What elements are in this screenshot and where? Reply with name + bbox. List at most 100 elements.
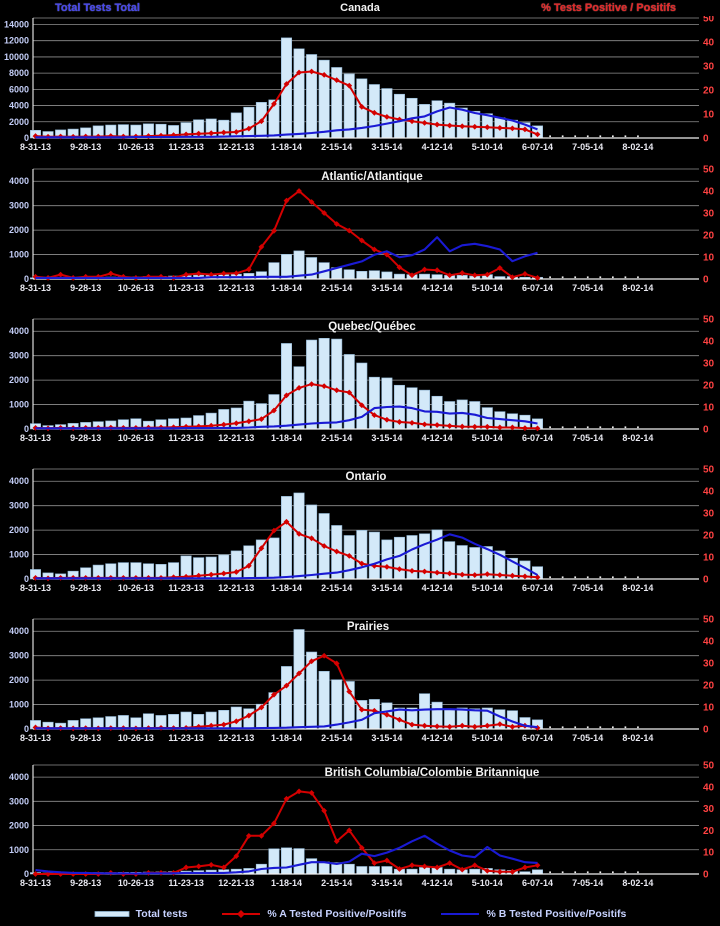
x-axis-tick: 2-15-14 bbox=[321, 583, 352, 593]
left-axis-tick: 8000 bbox=[9, 68, 29, 78]
left-axis-tick: 4000 bbox=[9, 626, 29, 636]
bar bbox=[280, 254, 292, 280]
bar bbox=[280, 847, 292, 875]
bar bbox=[431, 274, 443, 280]
bar bbox=[368, 376, 380, 430]
left-axis-tick: 6000 bbox=[9, 84, 29, 94]
diamond-marker bbox=[471, 862, 478, 869]
x-axis-tick: 10-26-13 bbox=[118, 142, 154, 152]
diamond-marker bbox=[384, 416, 390, 423]
diamond-marker bbox=[321, 652, 328, 659]
pct-b-line bbox=[35, 708, 538, 730]
x-axis-tick: 9-28-13 bbox=[70, 583, 101, 593]
diamond-marker bbox=[371, 860, 378, 866]
axis-week-ticks bbox=[549, 726, 639, 729]
right-axis-tick: 0 bbox=[703, 575, 709, 586]
diamond-marker bbox=[484, 124, 491, 131]
legend-item-pct-b: % B Tested Positive/Positifs bbox=[440, 908, 626, 920]
left-axis-tick: 10000 bbox=[4, 52, 29, 62]
diamond-marker bbox=[471, 423, 478, 430]
diamond-marker bbox=[333, 77, 340, 84]
total-tests-bars bbox=[29, 37, 543, 139]
bar bbox=[268, 537, 280, 580]
diamond-marker bbox=[45, 871, 51, 877]
diamond-marker bbox=[496, 125, 503, 131]
diamond-marker bbox=[459, 123, 466, 130]
pct-a-markers bbox=[32, 188, 541, 281]
bar bbox=[431, 100, 443, 139]
diamond-marker bbox=[384, 113, 390, 120]
bar bbox=[406, 868, 418, 875]
diamond-marker bbox=[183, 131, 189, 138]
x-axis-tick: 8-31-13 bbox=[20, 433, 51, 443]
bar bbox=[293, 48, 305, 139]
diamond-marker bbox=[107, 270, 114, 277]
x-axis-tick: 10-26-13 bbox=[118, 733, 154, 743]
left-axis-tick: 2000 bbox=[9, 525, 29, 535]
diamond-marker bbox=[522, 126, 528, 133]
diamond-marker bbox=[195, 723, 202, 730]
right-axis-tick: 20 bbox=[703, 381, 715, 392]
diamond-marker bbox=[258, 832, 265, 839]
diamond-marker bbox=[446, 272, 453, 279]
diamond-marker bbox=[446, 723, 453, 730]
left-axis-tick: 1000 bbox=[9, 250, 29, 260]
diamond-marker bbox=[220, 421, 227, 428]
bar bbox=[356, 362, 368, 430]
diamond-marker bbox=[534, 725, 541, 731]
diamond-marker bbox=[358, 402, 365, 409]
x-axis-tick: 5-10-14 bbox=[472, 433, 503, 443]
left-axis-tick: 3000 bbox=[9, 201, 29, 211]
diamond-marker bbox=[471, 272, 478, 279]
bar bbox=[280, 343, 292, 430]
gridlines bbox=[33, 168, 699, 255]
diamond-marker bbox=[358, 844, 365, 851]
diamond-marker bbox=[70, 871, 77, 877]
right-axis-tick-labels: 0 10 20 30 40 50 bbox=[703, 465, 715, 586]
panel-canada: 0 2000 4000 6000 8000 10000 12000 14000 0 10 20 30 4… bbox=[0, 16, 720, 157]
x-axis-tick: 12-21-13 bbox=[218, 733, 254, 743]
right-axis-tick: 50 bbox=[703, 615, 715, 626]
x-axis-tick: 5-10-14 bbox=[472, 733, 503, 743]
left-axis-tick: 1000 bbox=[9, 700, 29, 710]
diamond-marker bbox=[32, 273, 39, 280]
bar bbox=[306, 504, 318, 580]
x-axis-tick: 4-12-14 bbox=[422, 583, 453, 593]
diamond-marker bbox=[384, 857, 390, 864]
x-axis-tick: 8-02-14 bbox=[622, 733, 653, 743]
diamond-marker bbox=[496, 721, 503, 728]
right-axis-tick: 50 bbox=[703, 165, 715, 176]
diamond-marker bbox=[371, 246, 378, 253]
diamond-marker bbox=[233, 569, 240, 575]
x-axis-tick: 8-31-13 bbox=[20, 733, 51, 743]
bar bbox=[343, 269, 355, 280]
x-axis-tick: 11-23-13 bbox=[168, 142, 204, 152]
left-axis-tick: 12000 bbox=[4, 36, 29, 46]
left-axis-tick: 0 bbox=[24, 133, 29, 143]
bar bbox=[331, 338, 343, 430]
diamond-marker bbox=[409, 721, 415, 728]
bar bbox=[230, 706, 242, 730]
x-axis-tick: 10-26-13 bbox=[118, 878, 154, 888]
diamond-marker bbox=[321, 543, 328, 549]
left-axis-tick-labels: 0 1000 2000 3000 4000 bbox=[9, 476, 29, 584]
right-axis-tick: 30 bbox=[703, 62, 715, 73]
diamond-marker bbox=[271, 820, 277, 827]
legend-label-total-tests: Total tests bbox=[135, 908, 188, 920]
diamond-marker bbox=[484, 423, 491, 430]
diamond-marker bbox=[245, 125, 252, 132]
x-axis-tick: 9-28-13 bbox=[70, 142, 101, 152]
chart-panel-canada: 0 2000 4000 6000 8000 10000 12000 14000 0 10 20 30 4… bbox=[4, 16, 715, 152]
diamond-marker bbox=[95, 273, 102, 280]
diamond-marker bbox=[459, 722, 466, 729]
diamond-marker bbox=[346, 827, 353, 834]
bar bbox=[293, 366, 305, 430]
bar bbox=[393, 536, 405, 580]
left-axis-tick-labels: 0 1000 2000 3000 4000 bbox=[9, 626, 29, 734]
diamond-marker bbox=[283, 795, 290, 802]
diamond-marker bbox=[496, 868, 503, 875]
diamond-marker bbox=[82, 871, 89, 877]
x-axis-tick-labels: 8-31-13 9-28-13 10-26-13 11-23-13 12-21-13 1-… bbox=[20, 283, 653, 293]
diamond-marker bbox=[195, 863, 202, 870]
x-axis-tick: 4-12-14 bbox=[422, 878, 453, 888]
